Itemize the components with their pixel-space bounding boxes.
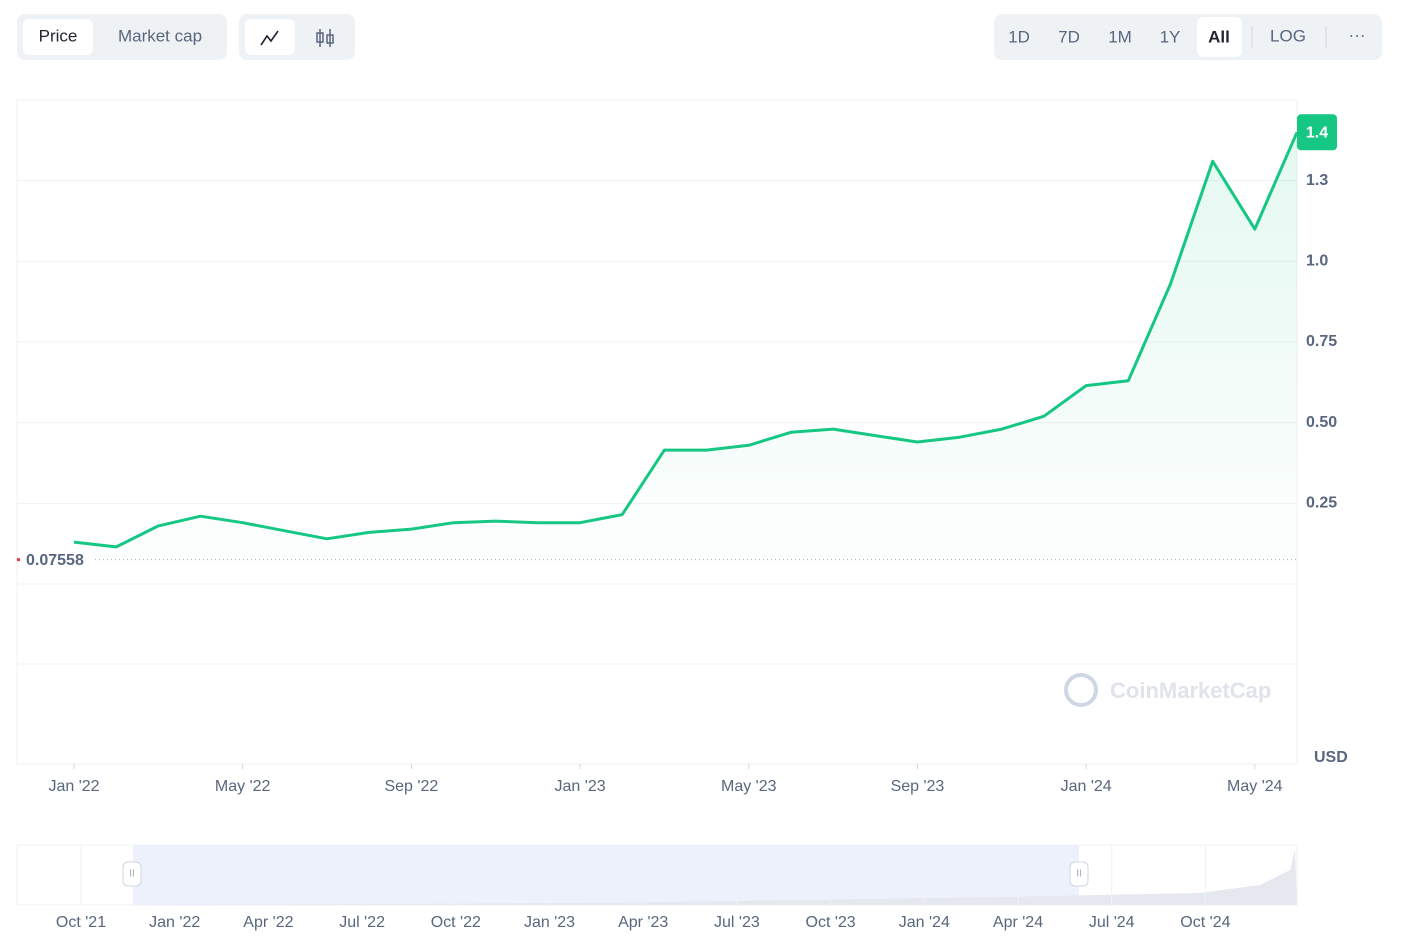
- more-button[interactable]: ···: [1349, 25, 1366, 44]
- range-button[interactable]: 1D: [1008, 27, 1030, 46]
- watermark: CoinMarketCap: [1110, 678, 1271, 703]
- navigator-selection: [133, 845, 1079, 905]
- x-tick-label: Sep '22: [384, 778, 438, 795]
- x-tick-label: May '24: [1227, 778, 1283, 795]
- last-price-label: 1.4: [1306, 124, 1328, 141]
- x-tick-label: May '22: [215, 778, 271, 795]
- x-tick-label: Jan '24: [1061, 778, 1112, 795]
- navigator-handle[interactable]: II: [1069, 861, 1089, 887]
- range-button[interactable]: 7D: [1058, 27, 1080, 46]
- navigator-handle[interactable]: II: [122, 861, 142, 887]
- range-toggle: [994, 14, 1382, 60]
- x-tick-label: May '23: [721, 778, 777, 795]
- view-button[interactable]: Price: [39, 26, 78, 45]
- svg-text:II: II: [1076, 869, 1082, 880]
- currency: USD: [1314, 749, 1348, 766]
- navigator-tick-label: Apr '22: [243, 914, 293, 931]
- navigator-tick-label: Apr '24: [993, 914, 1043, 931]
- navigator-tick-label: Jan '24: [899, 914, 950, 931]
- y-tick-label: 1.0: [1306, 253, 1328, 270]
- x-tick-label: Jan '22: [48, 778, 99, 795]
- navigator-tick-label: Jul '24: [1089, 914, 1135, 931]
- price-area: [74, 132, 1297, 585]
- open-price-label: 0.07558: [26, 552, 84, 569]
- line-button[interactable]: [245, 19, 295, 55]
- svg-text:II: II: [129, 869, 135, 880]
- view-button[interactable]: Market cap: [118, 26, 202, 45]
- navigator-tick-label: Jul '23: [714, 914, 760, 931]
- range-button[interactable]: All: [1208, 27, 1230, 46]
- navigator-tick-label: Jul '22: [339, 914, 385, 931]
- line-icon: [260, 30, 279, 46]
- range-button[interactable]: 1Y: [1160, 27, 1181, 46]
- navigator-tick-label: Jan '22: [149, 914, 200, 931]
- watermark-logo: [1064, 673, 1098, 707]
- y-tick-label: 0.25: [1306, 495, 1337, 512]
- x-tick-label: Jan '23: [555, 778, 606, 795]
- candle-button[interactable]: [316, 29, 334, 47]
- y-tick-label: 0.50: [1306, 414, 1337, 431]
- navigator-area: [133, 850, 1297, 905]
- open-price-dot: [17, 558, 20, 562]
- navigator-tick-label: Oct '24: [1180, 914, 1230, 931]
- navigator-tick-label: Oct '21: [56, 914, 106, 931]
- active-range: [1197, 17, 1242, 57]
- navigator-tick-label: Oct '23: [806, 914, 856, 931]
- price-line: [73, 131, 1299, 549]
- last-price-tag: [1297, 114, 1337, 151]
- navigator-tick-label: Apr '23: [618, 914, 668, 931]
- navigator-tick-label: Oct '22: [431, 914, 481, 931]
- range-button[interactable]: 1M: [1108, 27, 1132, 46]
- x-tick-label: Sep '23: [891, 778, 945, 795]
- active-button: [23, 19, 93, 55]
- navigator-tick-label: Jan '23: [524, 914, 575, 931]
- y-tick-label: 1.3: [1306, 172, 1328, 189]
- log-button[interactable]: LOG: [1270, 26, 1306, 45]
- y-tick-label: 0.75: [1306, 333, 1337, 350]
